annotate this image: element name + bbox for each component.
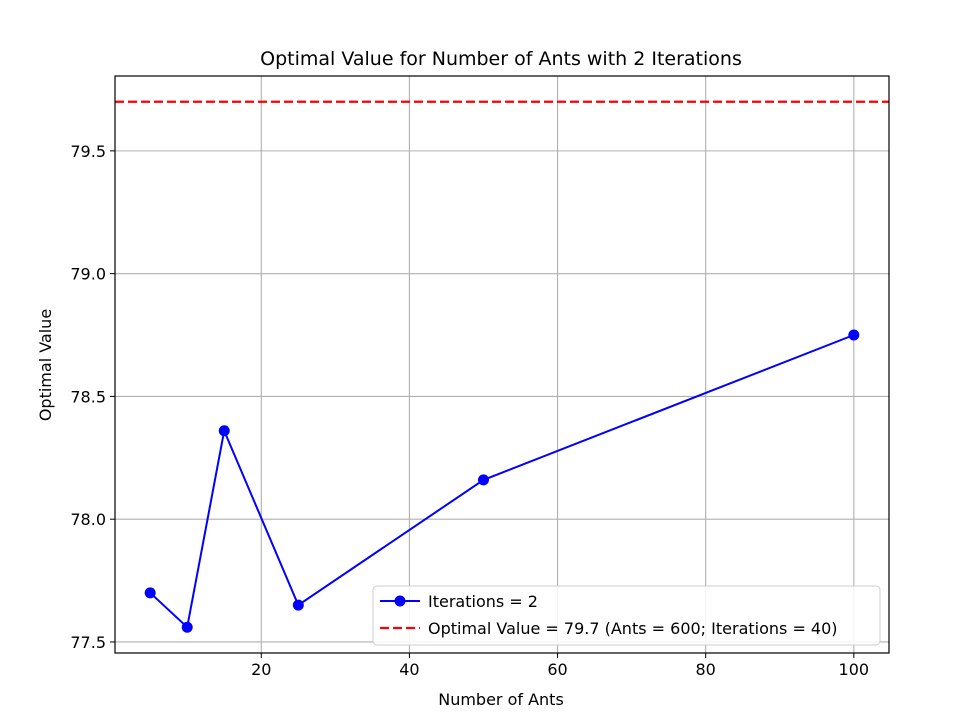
series-line [149, 334, 855, 630]
x-tick-label: 40 [399, 660, 419, 679]
data-point [144, 587, 156, 599]
data-point [477, 474, 489, 486]
data-point [218, 425, 230, 437]
legend-label: Optimal Value = 79.7 (Ants = 600; Iterat… [428, 619, 838, 638]
x-tick-label: 20 [251, 660, 271, 679]
y-tick-label: 78.0 [70, 510, 106, 529]
y-tick-label: 79.0 [70, 265, 106, 284]
y-tick-label: 77.5 [70, 633, 106, 652]
x-tick-label: 60 [547, 660, 567, 679]
y-tick-label: 78.5 [70, 387, 106, 406]
y-tick-label: 79.5 [70, 142, 106, 161]
x-axis-label: Number of Ants [438, 690, 564, 709]
y-axis-label: Optimal Value [36, 309, 55, 421]
x-axis: 20 40 60 80 100 [251, 653, 869, 679]
data-point [292, 599, 304, 611]
legend-label: Iterations = 2 [428, 592, 538, 611]
y-axis: 77.5 78.0 78.5 79.0 79.5 [70, 142, 115, 652]
data-point [848, 329, 860, 341]
x-tick-label: 80 [696, 660, 716, 679]
chart-title: Optimal Value for Number of Ants with 2 … [260, 48, 742, 70]
legend-box [372, 585, 881, 646]
plot-frame [114, 75, 890, 654]
data-point [181, 621, 193, 633]
legend-marker [394, 595, 406, 607]
series-group [144, 329, 860, 633]
legend: Iterations = 2 Optimal Value = 79.7 (Ants… [372, 585, 881, 646]
x-tick-label: 100 [839, 660, 870, 679]
